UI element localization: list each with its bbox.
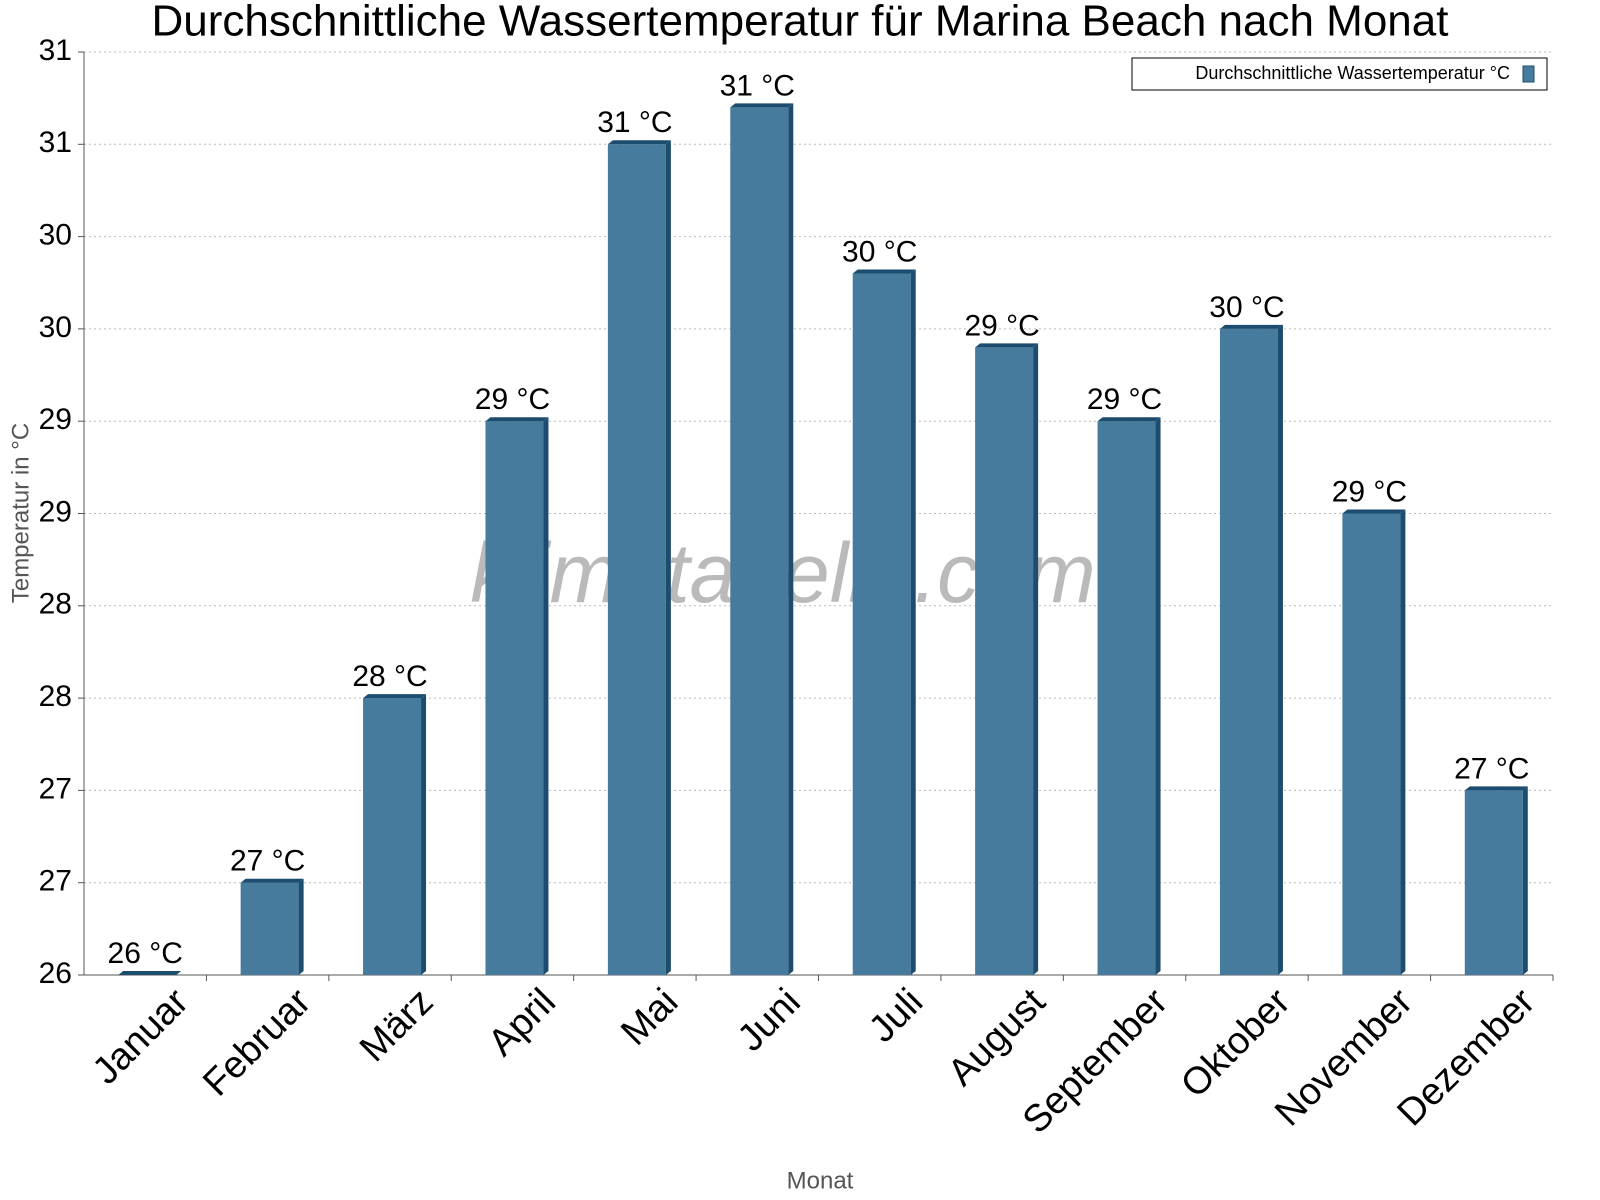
- chart-title: Durchschnittliche Wassertemperatur für M…: [152, 0, 1449, 46]
- x-tick-label: Januar: [85, 981, 197, 1093]
- bar-side: [543, 417, 549, 975]
- bar: [730, 107, 789, 975]
- bar: [1097, 421, 1156, 975]
- bar: [485, 421, 544, 975]
- bar-top: [118, 971, 182, 975]
- y-tick-label: 30: [39, 219, 72, 252]
- bar-side: [1277, 324, 1283, 975]
- bar-side: [1033, 343, 1039, 975]
- bar: [975, 347, 1034, 975]
- y-axis-label: Temperatur in °C: [7, 423, 34, 603]
- x-axis-label: Monat: [787, 1167, 854, 1194]
- bar-top: [1464, 786, 1528, 791]
- y-tick-label: 31: [39, 126, 72, 159]
- bar-side: [421, 694, 427, 975]
- bar: [1464, 790, 1523, 975]
- bar: [852, 273, 911, 975]
- bar-top: [975, 343, 1039, 348]
- x-tick-label: Oktober: [1173, 981, 1299, 1107]
- x-tick-label: März: [352, 981, 441, 1070]
- y-tick-label: 27: [39, 772, 72, 805]
- value-label: 27 °C: [230, 845, 305, 878]
- legend-swatch: [1522, 65, 1535, 83]
- value-label: 27 °C: [1454, 752, 1529, 785]
- bar: [363, 698, 422, 975]
- bar-side: [910, 269, 916, 975]
- bar-side: [665, 140, 671, 976]
- bar-top: [485, 417, 549, 422]
- x-tick-label: April: [480, 981, 563, 1064]
- y-tick-label: 30: [39, 311, 72, 344]
- bar-side: [1400, 509, 1406, 975]
- value-label: 29 °C: [1332, 475, 1407, 508]
- bar-top: [852, 269, 916, 274]
- bar-top: [1342, 509, 1406, 514]
- y-tick-label: 29: [39, 403, 72, 436]
- bar-top: [1219, 324, 1283, 329]
- value-label: 28 °C: [352, 660, 427, 693]
- value-label: 30 °C: [1209, 291, 1284, 324]
- bar-side: [788, 103, 794, 975]
- bar-top: [240, 878, 304, 883]
- bar-side: [298, 878, 304, 975]
- bar-side: [1155, 417, 1161, 975]
- bar: [607, 144, 666, 976]
- legend: Durchschnittliche Wassertemperatur °C: [1131, 57, 1548, 91]
- bar: [240, 882, 299, 975]
- x-tick-label: Mai: [613, 981, 686, 1054]
- y-tick-label: 28: [39, 588, 72, 621]
- y-tick-label: 28: [39, 680, 72, 713]
- value-label: 31 °C: [597, 106, 672, 139]
- x-tick-label: Juni: [730, 981, 809, 1060]
- bar-top: [1097, 417, 1161, 422]
- legend-label: Durchschnittliche Wassertemperatur °C: [1195, 63, 1510, 83]
- x-tick-label: Juli: [861, 981, 931, 1051]
- value-label: 29 °C: [475, 383, 550, 416]
- bar: [1342, 513, 1401, 975]
- value-label: 30 °C: [842, 235, 917, 268]
- bar-top: [730, 103, 794, 108]
- x-tick-label: August: [940, 980, 1054, 1094]
- y-tick-label: 26: [39, 957, 72, 990]
- bar-side: [1522, 786, 1528, 975]
- value-label: 29 °C: [1087, 383, 1162, 416]
- bar-top: [363, 694, 427, 699]
- value-label: 26 °C: [108, 937, 183, 970]
- bar: [1219, 328, 1278, 975]
- y-tick-label: 31: [39, 34, 72, 67]
- y-tick-label: 27: [39, 865, 72, 898]
- y-tick-label: 29: [39, 495, 72, 528]
- value-label: 29 °C: [964, 309, 1039, 342]
- bar-top: [607, 140, 671, 145]
- value-label: 31 °C: [720, 69, 795, 102]
- x-tick-label: Februar: [195, 981, 319, 1105]
- legend-box: [1131, 57, 1548, 91]
